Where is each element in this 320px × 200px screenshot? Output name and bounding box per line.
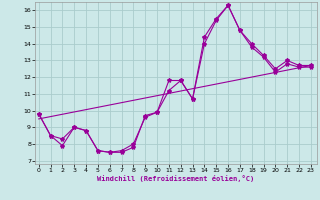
X-axis label: Windchill (Refroidissement éolien,°C): Windchill (Refroidissement éolien,°C) xyxy=(97,175,255,182)
